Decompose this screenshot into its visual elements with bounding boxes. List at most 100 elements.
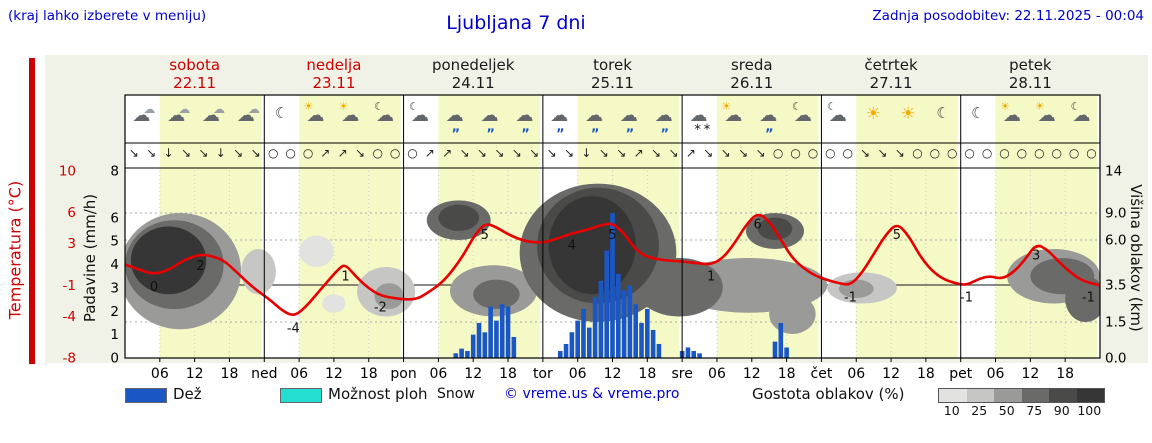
cloud-axis-tick: 14 — [1105, 164, 1122, 180]
precip-bar — [650, 329, 656, 358]
temp-value-label: 1 — [707, 270, 715, 285]
precip-bar — [465, 350, 470, 358]
density-cell-90 — [1049, 389, 1077, 402]
time-tick-label: 06 — [429, 366, 447, 382]
time-tick-label: 18 — [360, 366, 378, 382]
temp-value-label: -1 — [1082, 290, 1095, 305]
day-abbr-label: tor — [533, 366, 553, 382]
time-tick-label: 12 — [743, 366, 761, 382]
precip-axis-tick: 1 — [110, 327, 119, 343]
cloud-region — [322, 294, 346, 313]
precip-bar — [581, 308, 586, 358]
cloud-region — [548, 196, 636, 295]
temp-value-label: 0 — [150, 280, 158, 295]
cloud-axis-tick: 9.0 — [1105, 206, 1126, 222]
time-tick-label: 18 — [917, 366, 935, 382]
cloud-axis-tick: 6.0 — [1105, 233, 1126, 249]
cloud-density-legend-label: Gostota oblakov (%) — [752, 385, 905, 403]
cloud-axis-tick: 1.5 — [1105, 315, 1126, 331]
temperature-axis-label: Temperatura (°C) — [5, 180, 25, 320]
temperature-curve — [125, 213, 1100, 316]
time-tick-label: 12 — [882, 366, 900, 382]
time-tick-label: 06 — [708, 366, 726, 382]
precip-bar — [778, 322, 784, 358]
cloud-region — [1065, 276, 1100, 322]
time-tick-label: 12 — [604, 366, 622, 382]
temp-axis-tick: -1 — [63, 278, 76, 294]
shower-legend-label: Možnost ploh — [328, 385, 428, 403]
precip-axis-label: Padavine (mm/h) — [81, 193, 99, 323]
cloud-region — [438, 204, 480, 231]
time-tick-label: 12 — [186, 366, 204, 382]
precip-axis-tick: 6 — [110, 210, 119, 226]
precip-bar — [470, 334, 476, 358]
density-cell-50 — [994, 389, 1022, 402]
day-abbr-label: ned — [251, 366, 277, 382]
time-tick-label: 18 — [778, 366, 796, 382]
cloud-region — [299, 235, 334, 267]
precip-bar — [772, 341, 778, 358]
precip-bar — [633, 304, 639, 358]
copyright-link[interactable]: © vreme.us & vreme.pro — [504, 386, 680, 402]
page-title: Ljubljana 7 dni — [446, 12, 586, 34]
day-abbr-label: sre — [671, 366, 692, 382]
density-cell-25 — [966, 389, 994, 402]
temp-axis-tick: 10 — [59, 164, 76, 180]
precip-bar — [691, 350, 697, 358]
precip-bar — [604, 250, 609, 358]
precip-bar — [488, 306, 493, 358]
temp-value-label: 5 — [893, 228, 901, 243]
precip-bar — [627, 285, 633, 358]
snow-legend-label: Snow — [437, 386, 475, 402]
temp-value-label: 1 — [341, 270, 349, 285]
shower-legend-swatch — [280, 388, 322, 403]
temp-axis-tick: 6 — [67, 205, 76, 221]
precip-bar — [639, 322, 644, 358]
precip-axis-tick: 3 — [110, 280, 119, 296]
density-cell-10 — [939, 389, 967, 402]
precip-bar — [586, 327, 592, 358]
time-tick-label: 18 — [638, 366, 656, 382]
precip-bar — [610, 213, 615, 358]
precip-bar — [616, 273, 621, 358]
time-tick-label: 12 — [1021, 366, 1039, 382]
temp-value-label: 5 — [481, 228, 489, 243]
cloud-density-gradient — [938, 388, 1105, 403]
precip-bar — [656, 343, 662, 358]
precip-bar — [494, 320, 499, 358]
precip-bar — [569, 332, 575, 358]
time-tick-label: 12 — [325, 366, 343, 382]
temp-value-label: -1 — [960, 290, 973, 305]
temp-value-label: -2 — [374, 301, 387, 316]
cloud-axis-tick: 0.0 — [1105, 351, 1126, 367]
precip-bar — [575, 320, 580, 358]
precip-bar — [645, 308, 650, 358]
temp-value-label: 3 — [1032, 249, 1040, 264]
temp-value-label: 6 — [753, 218, 761, 233]
time-tick-label: 06 — [987, 366, 1005, 382]
time-tick-label: 06 — [569, 366, 587, 382]
cloud-region — [130, 226, 207, 295]
precip-bar — [511, 336, 517, 358]
temp-value-label: -4 — [287, 321, 300, 336]
cloud-layer — [125, 183, 1100, 334]
precip-bar — [557, 350, 563, 358]
time-tick-label: 18 — [1056, 366, 1074, 382]
cloud-region — [241, 249, 276, 295]
time-tick-label: 18 — [499, 366, 517, 382]
cloud-region — [635, 258, 723, 317]
precip-bar — [784, 347, 789, 358]
precip-bar — [598, 280, 604, 358]
cloud-axis-tick: 3.5 — [1105, 278, 1126, 294]
day-abbr-label: pon — [390, 366, 416, 382]
menu-hint: (kraj lahko izberete v meniju) — [8, 8, 207, 24]
cloud-region — [769, 294, 816, 334]
temp-value-label: 4 — [568, 238, 576, 253]
time-tick-label: 06 — [151, 366, 169, 382]
daylight-band — [856, 95, 958, 358]
temp-value-label: -1 — [844, 290, 857, 305]
precip-axis-tick: 8 — [110, 164, 119, 180]
cloud-height-axis-label: Višina oblakov (km) — [1127, 184, 1145, 332]
precip-bar — [459, 348, 464, 358]
time-tick-label: 12 — [464, 366, 482, 382]
